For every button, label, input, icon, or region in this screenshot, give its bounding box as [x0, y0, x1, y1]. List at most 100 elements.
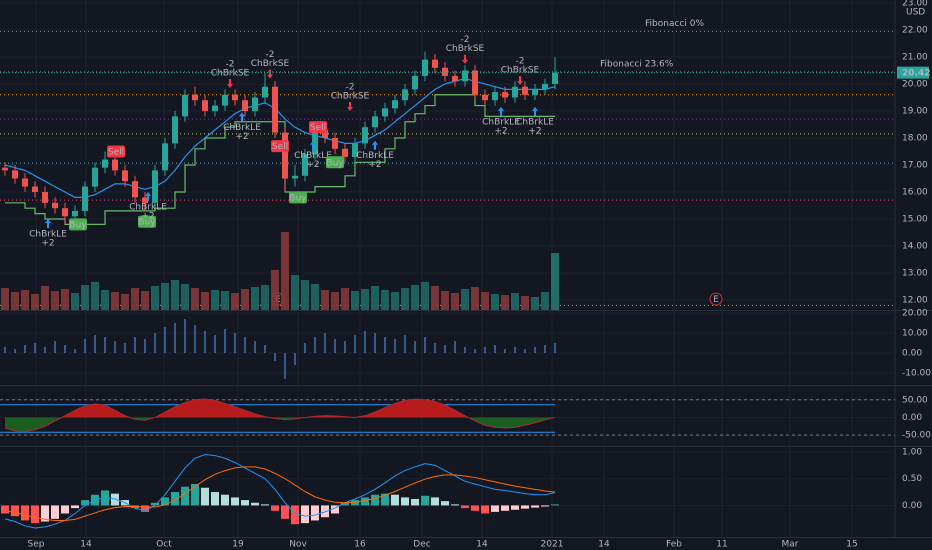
- oscillator-area-positive: [5, 399, 555, 418]
- candle-body: [262, 86, 268, 98]
- signal: ChBrkLE+2: [516, 106, 554, 136]
- candle-body: [232, 94, 238, 101]
- signal: ChBrkSE-2: [331, 82, 370, 111]
- volume-bar: [111, 292, 119, 310]
- candle-body: [302, 154, 308, 176]
- candle-body: [312, 129, 318, 155]
- volume-bar: [181, 284, 189, 310]
- candle-body: [172, 116, 178, 144]
- signal-line: [4, 466, 556, 521]
- signal-note: +2: [235, 132, 248, 142]
- volume-bar: [141, 291, 149, 310]
- candle-body: [82, 186, 88, 211]
- volume-bar: [491, 294, 499, 310]
- volume-bar: [121, 294, 129, 310]
- candle-body: [52, 202, 58, 209]
- volume-bar: [341, 288, 349, 310]
- candle-body: [272, 86, 278, 133]
- volume-bar: [541, 292, 549, 310]
- y-tick-label: 23.00: [902, 0, 928, 8]
- signal: Buy: [289, 191, 307, 204]
- signal-label: Sell: [310, 123, 326, 133]
- macd-histogram-bar: [251, 502, 259, 506]
- fib-label: Fibonacci 23.6%: [600, 59, 674, 69]
- signal-arrow: [462, 54, 468, 64]
- volume-bar: [461, 289, 469, 310]
- macd-histogram-bar: [181, 486, 189, 506]
- signal: ChBrkLE+2: [129, 191, 167, 221]
- candle-body: [412, 75, 418, 90]
- candle-body: [402, 89, 408, 101]
- candle-body: [192, 94, 198, 101]
- macd-histogram-bar: [301, 505, 309, 524]
- signal-label: ChBrkSE: [251, 59, 290, 69]
- oscillator-area-negative: [5, 417, 555, 432]
- macd-histogram-bar: [401, 497, 409, 506]
- signal-badge: [309, 121, 327, 134]
- candle-body: [462, 70, 468, 82]
- signal-label: ChBrkLE: [29, 229, 67, 239]
- signal-badge: [138, 215, 156, 228]
- signal: ChBrkSE-2: [251, 50, 290, 79]
- candle-body: [372, 116, 378, 128]
- signal-note: -2: [266, 50, 275, 60]
- signal: ChBrkLE+2: [356, 140, 394, 170]
- macd-histogram-bar: [281, 505, 289, 519]
- x-tick-label: 14: [80, 540, 92, 550]
- macd-histogram-bar: [221, 494, 229, 506]
- volume-bar: [201, 292, 209, 310]
- macd-histogram-bar: [71, 505, 79, 509]
- signal: Buy: [326, 156, 344, 169]
- signal: ChBrkSE-2: [501, 57, 540, 86]
- volume-bar: [271, 270, 279, 310]
- candle-body: [182, 94, 188, 117]
- volume-bar: [131, 288, 139, 310]
- macd-histogram-bar: [361, 497, 369, 506]
- y-tick-label: 50.00: [902, 395, 928, 405]
- signal-arrow: [532, 106, 538, 116]
- candle-body: [62, 208, 68, 217]
- macd-histogram-bar: [481, 505, 489, 514]
- signal: Sell: [107, 145, 125, 158]
- earnings-marker: [709, 292, 723, 306]
- y-tick-label: 21.00: [902, 52, 928, 62]
- candle-body: [12, 170, 18, 179]
- volume-bar: [191, 288, 199, 310]
- x-tick-label: 16: [354, 540, 366, 550]
- y-tick-label: 16.00: [902, 187, 928, 197]
- candle-body: [432, 59, 438, 68]
- signal-label: Buy: [289, 193, 307, 203]
- candle-body: [382, 108, 388, 117]
- y-tick-label: 19.00: [902, 106, 928, 116]
- candle-body: [202, 100, 208, 111]
- x-tick-label: 14: [598, 540, 610, 550]
- candle-body: [352, 143, 358, 157]
- volume-bar: [231, 293, 239, 310]
- price-badge: [897, 66, 929, 79]
- macd-histogram-bar: [521, 505, 529, 509]
- signal: Sell: [271, 140, 289, 153]
- y-tick-label: 15.00: [902, 214, 928, 224]
- candle-body: [422, 59, 428, 76]
- volume-bar: [241, 289, 249, 310]
- signal: ChBrkLE+2: [482, 106, 520, 136]
- volume-bar: [281, 232, 289, 310]
- macd-histogram-bar: [51, 505, 59, 519]
- volume-bar: [421, 282, 429, 310]
- signal-label: ChBrkLE: [356, 151, 394, 161]
- signal-arrow: [267, 69, 273, 79]
- macd-histogram-bar: [151, 502, 159, 506]
- y-tick-label: 20.00: [902, 309, 928, 319]
- y-tick-label: 1.00: [902, 447, 922, 457]
- macd-histogram-bar: [391, 494, 399, 506]
- signal-label: ChBrkLE: [223, 123, 261, 133]
- volume-bar: [471, 287, 479, 310]
- candle-body: [342, 148, 348, 157]
- y-tick-label: 0.00: [902, 349, 922, 359]
- signal-label: ChBrkLE: [516, 117, 554, 127]
- macd-histogram-bar: [1, 505, 9, 514]
- candle-body: [482, 94, 488, 101]
- volume-bar: [361, 289, 369, 310]
- y-tick-label: 0.00: [902, 501, 922, 511]
- y-tick-label: 17.00: [902, 160, 928, 170]
